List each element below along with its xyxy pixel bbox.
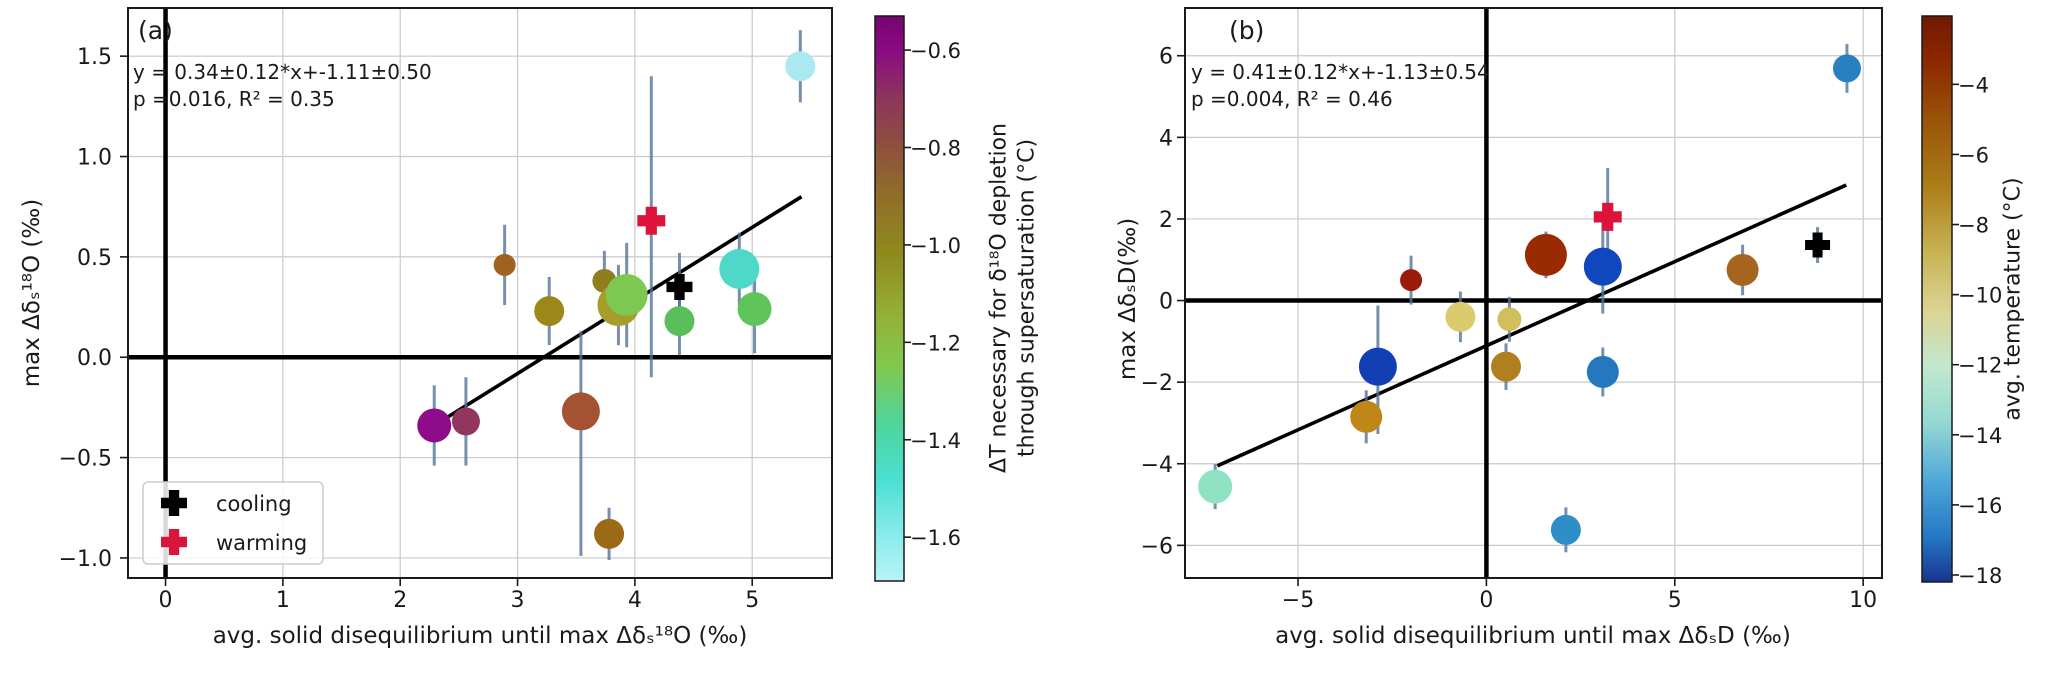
colorbar-tick-label: −12 xyxy=(1958,354,2002,378)
data-point xyxy=(1198,469,1233,504)
panel-b-yaxis-label: max ΔδₛD(‰) xyxy=(1115,217,1141,381)
data-point-plus xyxy=(1805,232,1831,258)
data-point xyxy=(451,407,480,436)
colorbar-tick-label: −0.6 xyxy=(910,39,961,63)
y-tick-label: 4 xyxy=(1159,126,1173,151)
panel-a-letter: (a) xyxy=(138,16,173,45)
data-point xyxy=(664,306,695,337)
data-point xyxy=(1524,233,1567,276)
data-point xyxy=(1490,351,1521,382)
y-tick-label: −2 xyxy=(1141,371,1173,396)
data-point xyxy=(1350,400,1383,433)
colorbar-tick-label: −16 xyxy=(1958,494,2002,518)
data-point-plus xyxy=(1593,202,1622,231)
colorbar xyxy=(1921,15,1953,583)
legend-label: warming xyxy=(216,531,307,555)
x-tick-label: 10 xyxy=(1849,588,1877,613)
data-point xyxy=(719,248,760,289)
x-tick-label: 4 xyxy=(628,588,642,613)
regression-line xyxy=(1216,183,1847,468)
data-point xyxy=(417,408,452,443)
data-point xyxy=(1726,253,1759,286)
panel-a-fit-equation: y = 0.34±0.12*x+-1.11±0.50 xyxy=(133,60,432,84)
y-tick-label: −4 xyxy=(1141,453,1173,478)
y-tick-label: −6 xyxy=(1141,534,1173,559)
colorbar-tick-label: −0.8 xyxy=(910,137,961,161)
y-tick-label: 2 xyxy=(1159,208,1173,233)
y-tick-label: 0 xyxy=(1159,290,1173,315)
y-tick-label: 0.5 xyxy=(77,246,112,271)
x-tick-label: 5 xyxy=(745,588,759,613)
data-point xyxy=(594,518,625,549)
x-tick-label: 3 xyxy=(511,588,525,613)
x-tick-label: 0 xyxy=(1479,588,1493,613)
data-point xyxy=(534,296,565,327)
x-tick-label: 5 xyxy=(1668,588,1682,613)
panel-b-fit-equation: y = 0.41±0.12*x+-1.13±0.54 xyxy=(1191,60,1490,84)
legend-box xyxy=(142,481,324,565)
colorbar-tick-label: −4 xyxy=(1958,73,1989,97)
x-tick-label: −5 xyxy=(1282,588,1314,613)
data-point xyxy=(737,292,772,327)
colorbar-tick-label: −1.2 xyxy=(910,331,961,355)
colorbar-tick-label: −10 xyxy=(1958,284,2002,308)
y-tick-label: 0.0 xyxy=(77,346,112,371)
data-point xyxy=(1497,307,1522,332)
panel-b: −5 0 5 10 6 4 2 0 −2 −4 −6 −4 −6 −8 −10 −12 −14 −16 −18 xyxy=(1141,7,2002,613)
colorbar-tick-label: −1.4 xyxy=(910,429,961,453)
y-tick-label: −1.0 xyxy=(59,547,112,572)
x-tick-label: 2 xyxy=(393,588,407,613)
data-point-plus xyxy=(637,206,666,235)
data-point xyxy=(1400,269,1423,292)
panel-b-fit-stats: p =0.004, R² = 0.46 xyxy=(1191,87,1393,111)
legend-marker-cooling xyxy=(161,490,187,516)
colorbar-tick-label: −1.0 xyxy=(910,234,961,258)
data-point xyxy=(493,253,516,276)
data-point xyxy=(1445,301,1476,332)
legend-marker-warming xyxy=(161,529,187,555)
data-point xyxy=(1832,54,1861,83)
colorbar-tick-label: −6 xyxy=(1958,143,1989,167)
panel-b-colorbar-label: avg. temperature (°C) xyxy=(2000,177,2026,421)
colorbar-tick-label: −1.6 xyxy=(910,526,961,550)
panel-a: 0 1 2 3 4 5 1.5 1.0 0.5 0.0 −0.5 −1.0 cooling warming… xyxy=(59,7,961,613)
colorbar-tick-label: −18 xyxy=(1958,564,2002,588)
data-point xyxy=(561,392,600,431)
panel-a-xaxis-label: avg. solid disequilibrium until max Δδₛ¹… xyxy=(212,623,748,649)
y-tick-label: −0.5 xyxy=(59,447,112,472)
y-tick-label: 6 xyxy=(1159,45,1173,70)
data-point xyxy=(1586,355,1619,388)
y-tick-label: 1.5 xyxy=(77,45,112,70)
colorbar-tick-label: −8 xyxy=(1958,214,1989,238)
x-tick-label: 0 xyxy=(159,588,173,613)
panel-a-colorbar-label-line1: ΔT necessary for δ¹⁸O depletion xyxy=(986,123,1012,473)
panel-a-fit-stats: p =0.016, R² = 0.35 xyxy=(133,87,335,111)
colorbar xyxy=(874,15,905,582)
y-tick-label: 1.0 xyxy=(77,146,112,171)
legend-label: cooling xyxy=(216,492,292,516)
data-point xyxy=(1550,514,1581,545)
data-point xyxy=(605,274,648,317)
axes-border xyxy=(127,7,833,579)
x-tick-label: 1 xyxy=(276,588,290,613)
data-point xyxy=(1583,247,1622,286)
colorbar-tick-label: −14 xyxy=(1958,424,2002,448)
data-point-plus xyxy=(666,273,693,300)
axes-border xyxy=(1184,7,1883,579)
panel-a-yaxis-label: max Δδₛ¹⁸O (‰) xyxy=(19,198,45,388)
data-point xyxy=(1358,347,1397,386)
panel-a-colorbar-label-line2: through supersaturation (°C) xyxy=(1014,138,1040,458)
data-point xyxy=(785,51,816,82)
panel-b-xaxis-label: avg. solid disequilibrium until max ΔδₛD… xyxy=(1275,623,1791,649)
panel-b-letter: (b) xyxy=(1229,16,1265,45)
